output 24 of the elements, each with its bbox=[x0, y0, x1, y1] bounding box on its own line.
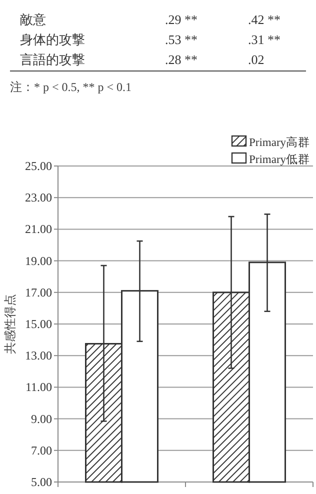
text: .02 bbox=[248, 52, 264, 67]
y-tick-label: 11.00 bbox=[25, 380, 52, 394]
y-tick-label: 5.00 bbox=[31, 475, 52, 489]
text: 言語的攻撃 bbox=[20, 52, 85, 67]
legend-label: Primary高群 bbox=[249, 135, 310, 149]
y-tick-label: 17.00 bbox=[25, 285, 52, 300]
text: .42 ** bbox=[248, 12, 280, 27]
text: .31 ** bbox=[248, 32, 280, 47]
y-tick-label: 19.00 bbox=[25, 254, 52, 268]
text: .29 ** bbox=[165, 12, 198, 27]
y-tick-label: 13.00 bbox=[25, 348, 52, 363]
text: .53 ** bbox=[165, 32, 198, 47]
text: 敵意 bbox=[20, 12, 46, 27]
y-tick-label: 15.00 bbox=[25, 317, 52, 331]
text: 注：* p < 0.5, ** p < 0.1 bbox=[10, 80, 132, 94]
y-tick-label: 21.00 bbox=[25, 222, 52, 236]
legend-label: Primary低群 bbox=[249, 153, 310, 166]
text: 身体的攻撃 bbox=[20, 32, 85, 47]
y-tick-label: 9.00 bbox=[31, 412, 52, 426]
text: .28 ** bbox=[165, 52, 198, 67]
y-tick-label: 23.00 bbox=[25, 190, 52, 205]
y-tick-label: 25.00 bbox=[25, 159, 52, 173]
y-axis-title: 共感性得点 bbox=[3, 294, 17, 354]
y-tick-label: 7.00 bbox=[31, 443, 52, 458]
